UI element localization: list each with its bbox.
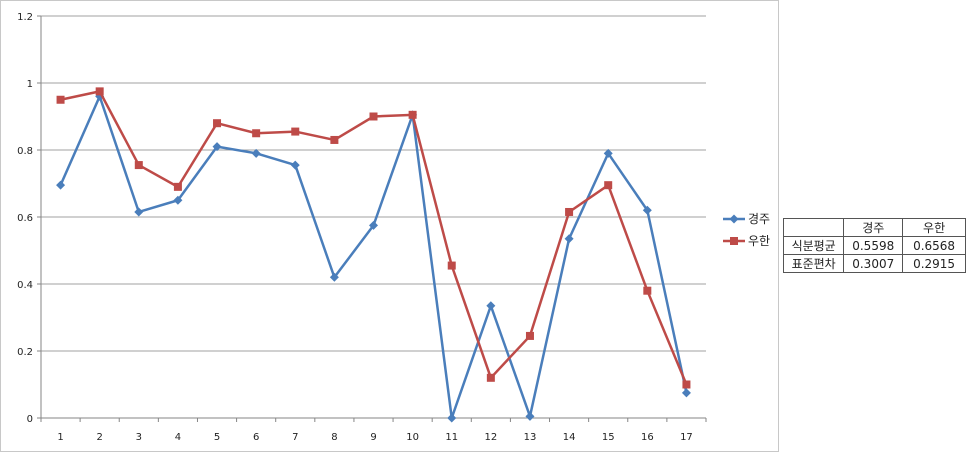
stats-header-cell: 경주 (843, 218, 904, 237)
y-tick-label: 1.2 (17, 12, 33, 23)
y-tick-label: 0.4 (17, 280, 33, 291)
data-point (447, 261, 456, 270)
data-point (525, 331, 534, 340)
data-point (252, 129, 261, 138)
data-point (290, 160, 300, 170)
chart-frame: 1 2 3 4 5 6 7 8 9 10 11 12 13 14 15 16 17 0 0.2 0.4 0.6 0.8 1… (0, 0, 779, 452)
data-point (212, 142, 222, 152)
x-tick-label: 3 (136, 432, 142, 443)
legend-marker (730, 237, 738, 245)
data-point (486, 301, 496, 311)
x-tick-label: 9 (370, 432, 376, 443)
legend-label: 우한 (748, 234, 770, 248)
data-point (603, 148, 613, 158)
y-tick-labels: 0 0.2 0.4 0.6 0.8 1 1.2 (17, 12, 33, 425)
data-point (213, 119, 222, 128)
data-point (369, 220, 378, 230)
y-tick-label: 0.2 (17, 347, 33, 358)
x-tick-label: 5 (214, 432, 220, 443)
data-point (642, 205, 652, 215)
data-point (56, 180, 66, 190)
data-point (329, 272, 339, 282)
x-tick-label: 6 (253, 432, 259, 443)
x-tick-label: 17 (680, 432, 693, 443)
data-point (251, 148, 261, 158)
data-point (134, 207, 144, 217)
axes (37, 15, 707, 422)
stats-cell: 0.3007 (843, 254, 904, 273)
x-tick-label: 12 (484, 432, 497, 443)
series-2 (56, 87, 691, 389)
data-point (565, 207, 574, 216)
series-line (60, 90, 688, 385)
x-tick-label: 15 (602, 432, 615, 443)
series-lines (56, 87, 691, 423)
data-point (408, 110, 417, 119)
legend-label: 경주 (748, 212, 770, 226)
stats-header-cell: 우한 (902, 218, 966, 237)
stats-row-stddev: 표준편차 0.3007 0.2915 (782, 254, 966, 273)
series-line (59, 95, 688, 420)
data-point (525, 411, 535, 421)
stats-cell: 0.6568 (902, 236, 966, 255)
x-tick-label: 2 (96, 432, 102, 443)
x-tick-label: 11 (445, 432, 458, 443)
x-tick-labels: 1 2 3 4 5 6 7 8 9 10 11 12 13 14 15 16 17 (57, 432, 692, 443)
data-point (604, 181, 613, 190)
data-point (369, 112, 378, 121)
y-tick-label: 0 (27, 414, 33, 425)
stats-table: 경주 우한 식분평균 0.5598 0.6568 표준편차 0.3007 0.2… (782, 218, 966, 273)
x-tick-label: 1 (57, 432, 63, 443)
data-point (56, 95, 65, 104)
grid-lines (41, 15, 706, 352)
data-point (486, 373, 495, 382)
stats-cell: 0.5598 (843, 236, 904, 255)
stats-cell: 0.2915 (902, 254, 966, 273)
data-point (95, 87, 104, 96)
data-point (447, 413, 457, 423)
y-tick-label: 0.6 (17, 213, 33, 224)
data-point (643, 286, 652, 295)
legend-item: 경주 (723, 212, 770, 226)
x-tick-label: 16 (641, 432, 654, 443)
x-tick-label: 4 (175, 432, 181, 443)
x-tick-label: 13 (524, 432, 537, 443)
legend-item: 우한 (723, 234, 770, 248)
series-1 (56, 91, 691, 423)
legend-marker (729, 214, 739, 224)
x-tick-label: 8 (331, 432, 337, 443)
x-tick-label: 14 (563, 432, 576, 443)
data-point (134, 161, 143, 170)
stats-header-row: 경주 우한 (782, 218, 966, 237)
data-point (564, 234, 574, 244)
data-point (173, 182, 182, 191)
stats-header-cell (782, 218, 845, 237)
x-tick-label: 7 (292, 432, 298, 443)
data-point (330, 135, 339, 144)
data-point (682, 380, 691, 389)
line-chart: 1 2 3 4 5 6 7 8 9 10 11 12 13 14 15 16 17 00.20.40.60.81… (17, 12, 770, 443)
y-tick-label: 0.8 (17, 146, 33, 157)
data-point (291, 127, 300, 136)
data-point (173, 195, 183, 205)
stats-row-mean: 식분평균 0.5598 0.6568 (782, 236, 966, 255)
y-tick-label: 1 (27, 79, 33, 90)
x-tick-label: 10 (406, 432, 419, 443)
stats-row-label: 표준편차 (782, 254, 845, 273)
stats-row-label: 식분평균 (782, 236, 845, 255)
data-point (681, 388, 691, 398)
